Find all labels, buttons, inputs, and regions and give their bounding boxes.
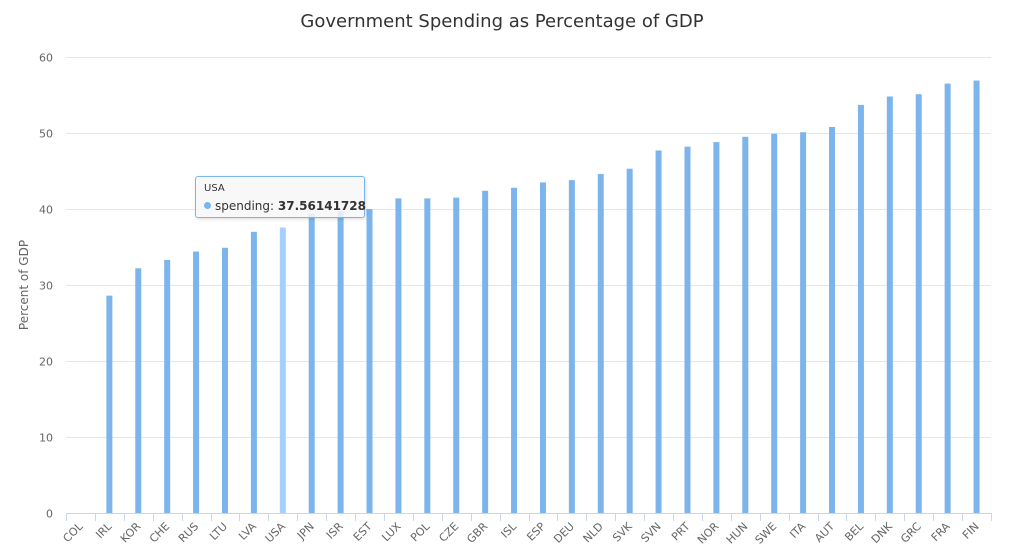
- bar-prt[interactable]: [684, 146, 691, 513]
- x-tick-label: HUN: [724, 520, 751, 547]
- x-tick-label: DEU: [551, 520, 577, 546]
- series-dot-icon: [204, 202, 211, 209]
- bar-isr[interactable]: [337, 211, 344, 513]
- x-tick-label: PRT: [669, 520, 693, 544]
- bar-esp[interactable]: [539, 182, 546, 513]
- x-tick-label: BEL: [842, 519, 866, 543]
- bar-dnk[interactable]: [886, 96, 893, 514]
- x-tick-label: SVK: [610, 519, 635, 544]
- y-tick-label: 0: [46, 508, 53, 521]
- bar-cze[interactable]: [453, 197, 460, 513]
- x-tick-label: USA: [263, 520, 289, 546]
- x-tick-label: ESP: [524, 520, 548, 544]
- tooltip: USA spending: 37.56141728: [195, 176, 366, 218]
- x-tick-label: LUX: [379, 520, 403, 544]
- x-tick-label: CHE: [147, 520, 172, 545]
- x-tick-label: FRA: [929, 520, 953, 544]
- bar-nld[interactable]: [597, 174, 604, 514]
- y-tick-label: 40: [39, 204, 53, 217]
- grid-lines: [66, 57, 991, 438]
- x-tick-label: NLD: [581, 520, 606, 545]
- bars: [106, 80, 980, 514]
- bar-fra[interactable]: [944, 83, 951, 513]
- x-tick-label: CZE: [436, 520, 461, 545]
- x-tick-label: JPN: [294, 520, 317, 543]
- x-tick-label: POL: [408, 519, 433, 544]
- y-tick-label: 60: [39, 52, 53, 65]
- bar-swe[interactable]: [771, 133, 778, 513]
- y-tick-label: 20: [39, 356, 53, 369]
- bar-svn[interactable]: [655, 150, 662, 514]
- bar-gbr[interactable]: [482, 190, 489, 513]
- bar-che[interactable]: [164, 259, 171, 513]
- bar-kor[interactable]: [135, 268, 142, 513]
- x-tick-label: RUS: [176, 520, 201, 545]
- x-tick-label: LTU: [207, 520, 230, 543]
- x-tick-label: DNK: [869, 519, 896, 546]
- x-tick-label: GRC: [898, 520, 924, 546]
- tooltip-separator: :: [270, 199, 275, 213]
- bar-jpn[interactable]: [308, 213, 315, 513]
- x-axis-labels: COL IRL KOR CHE RUS LTU LVA USA JPN ISR EST LUX POL C…: [60, 519, 981, 546]
- bar-pol[interactable]: [424, 198, 431, 514]
- bar-isl[interactable]: [511, 187, 518, 513]
- x-tick-label: IRL: [93, 519, 115, 541]
- x-tick-label: ITA: [787, 520, 808, 541]
- bar-grc[interactable]: [915, 94, 922, 514]
- bar-est[interactable]: [366, 209, 373, 513]
- y-axis-ticks: 0 10 20 30 40 50 60: [39, 52, 53, 521]
- tooltip-category: USA: [204, 183, 225, 194]
- chart-title: Government Spending as Percentage of GDP: [300, 11, 703, 32]
- bar-fin[interactable]: [973, 80, 980, 513]
- y-tick-label: 30: [39, 280, 53, 293]
- bar-deu[interactable]: [568, 180, 575, 513]
- bar-usa[interactable]: [279, 227, 286, 513]
- bar-lva[interactable]: [250, 231, 257, 514]
- x-tick-label: COL: [60, 519, 86, 545]
- bar-bel[interactable]: [857, 104, 864, 513]
- x-tick-label: SWE: [753, 520, 780, 547]
- x-tick-label: GBR: [464, 520, 490, 546]
- tooltip-row: spending: 37.56141728: [204, 198, 366, 214]
- y-tick-label: 10: [39, 432, 53, 445]
- x-tick-label: ISL: [498, 519, 519, 540]
- tooltip-value: 37.56141728: [277, 199, 366, 213]
- bar-aut[interactable]: [829, 126, 836, 514]
- x-tick-label: NOR: [695, 520, 722, 547]
- bar-ita[interactable]: [800, 132, 807, 514]
- bar-hun[interactable]: [742, 136, 749, 514]
- bar-irl[interactable]: [106, 295, 113, 513]
- x-tick-label: FIN: [960, 520, 982, 542]
- bar-lux[interactable]: [395, 198, 402, 514]
- bar-svk[interactable]: [626, 168, 633, 513]
- y-axis-title: Percent of GDP: [17, 240, 31, 330]
- tooltip-series-name: spending: [215, 199, 271, 213]
- bar-nor[interactable]: [713, 142, 720, 513]
- x-tick-label: ISR: [324, 520, 346, 542]
- bar-rus[interactable]: [193, 251, 200, 513]
- x-axis-ticks: [66, 513, 992, 521]
- x-tick-label: SVN: [638, 520, 663, 545]
- bar-ltu[interactable]: [221, 247, 228, 513]
- x-tick-label: AUT: [812, 520, 837, 545]
- x-tick-label: EST: [351, 520, 375, 544]
- x-tick-label: LVA: [236, 520, 259, 543]
- x-tick-label: KOR: [118, 520, 144, 546]
- y-tick-label: 50: [39, 128, 53, 141]
